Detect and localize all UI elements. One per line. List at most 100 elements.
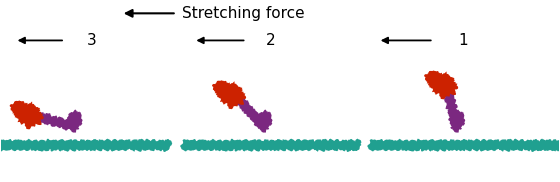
Polygon shape — [393, 143, 403, 151]
Polygon shape — [554, 143, 560, 151]
Polygon shape — [367, 143, 377, 151]
Polygon shape — [10, 100, 26, 116]
Polygon shape — [374, 143, 383, 151]
Polygon shape — [248, 110, 260, 122]
Polygon shape — [433, 139, 444, 148]
Polygon shape — [60, 118, 73, 130]
Polygon shape — [438, 143, 448, 152]
Polygon shape — [305, 143, 314, 151]
Polygon shape — [544, 139, 553, 147]
Polygon shape — [445, 143, 455, 151]
Polygon shape — [480, 139, 488, 148]
Polygon shape — [376, 139, 386, 147]
Polygon shape — [386, 143, 395, 151]
Polygon shape — [189, 139, 199, 147]
Polygon shape — [136, 139, 146, 148]
Polygon shape — [214, 82, 238, 100]
Polygon shape — [41, 113, 53, 125]
Polygon shape — [0, 139, 8, 148]
Polygon shape — [445, 101, 458, 113]
Polygon shape — [353, 139, 362, 147]
Polygon shape — [56, 143, 65, 152]
Polygon shape — [318, 143, 328, 152]
Polygon shape — [67, 110, 83, 128]
Polygon shape — [490, 143, 500, 151]
Polygon shape — [22, 143, 32, 151]
Polygon shape — [451, 143, 461, 151]
Polygon shape — [522, 143, 532, 151]
Polygon shape — [557, 139, 560, 148]
Polygon shape — [499, 139, 508, 148]
Polygon shape — [230, 90, 242, 102]
Text: 2: 2 — [266, 33, 276, 48]
Polygon shape — [13, 101, 44, 129]
Polygon shape — [68, 143, 78, 152]
Polygon shape — [180, 143, 190, 151]
Polygon shape — [535, 143, 544, 151]
Polygon shape — [31, 139, 40, 147]
Polygon shape — [288, 139, 297, 148]
Polygon shape — [258, 120, 269, 133]
Polygon shape — [58, 139, 67, 147]
Polygon shape — [450, 120, 462, 133]
Polygon shape — [505, 139, 515, 148]
Polygon shape — [428, 139, 437, 147]
Polygon shape — [338, 143, 347, 151]
Polygon shape — [240, 143, 249, 152]
Polygon shape — [447, 139, 456, 147]
Polygon shape — [344, 143, 353, 152]
Polygon shape — [12, 102, 36, 120]
Polygon shape — [324, 142, 334, 151]
Polygon shape — [306, 139, 316, 148]
Polygon shape — [35, 112, 47, 124]
Polygon shape — [54, 116, 66, 128]
Polygon shape — [419, 143, 428, 151]
Polygon shape — [97, 139, 106, 147]
Polygon shape — [413, 143, 422, 151]
Polygon shape — [279, 143, 288, 151]
Polygon shape — [542, 142, 552, 151]
Polygon shape — [108, 143, 118, 151]
Polygon shape — [209, 139, 217, 147]
Polygon shape — [467, 139, 475, 147]
Polygon shape — [477, 143, 487, 151]
Polygon shape — [351, 143, 360, 151]
Polygon shape — [320, 139, 329, 148]
Polygon shape — [9, 143, 18, 151]
Polygon shape — [256, 110, 273, 128]
Polygon shape — [226, 143, 235, 151]
Polygon shape — [332, 143, 340, 151]
Polygon shape — [29, 109, 40, 121]
Polygon shape — [483, 143, 493, 151]
Polygon shape — [311, 143, 321, 152]
Polygon shape — [206, 143, 216, 151]
Polygon shape — [421, 140, 430, 147]
Polygon shape — [193, 143, 203, 151]
Polygon shape — [286, 143, 294, 151]
Polygon shape — [202, 140, 211, 148]
Polygon shape — [516, 143, 525, 151]
Text: 1: 1 — [459, 33, 468, 48]
Polygon shape — [333, 139, 343, 147]
Polygon shape — [148, 143, 157, 151]
Polygon shape — [273, 143, 282, 151]
Polygon shape — [123, 139, 133, 148]
Polygon shape — [102, 143, 110, 151]
Polygon shape — [239, 100, 251, 112]
Polygon shape — [42, 143, 51, 151]
Polygon shape — [235, 96, 247, 108]
Polygon shape — [400, 143, 409, 151]
Polygon shape — [187, 143, 196, 151]
Polygon shape — [212, 80, 228, 95]
Polygon shape — [68, 120, 80, 133]
Polygon shape — [111, 139, 119, 148]
Polygon shape — [16, 143, 25, 151]
Polygon shape — [492, 139, 502, 148]
Polygon shape — [117, 139, 126, 147]
Polygon shape — [380, 143, 390, 151]
Polygon shape — [346, 139, 356, 148]
Polygon shape — [428, 71, 458, 99]
Polygon shape — [243, 106, 256, 117]
Polygon shape — [183, 139, 193, 148]
Polygon shape — [216, 81, 246, 109]
